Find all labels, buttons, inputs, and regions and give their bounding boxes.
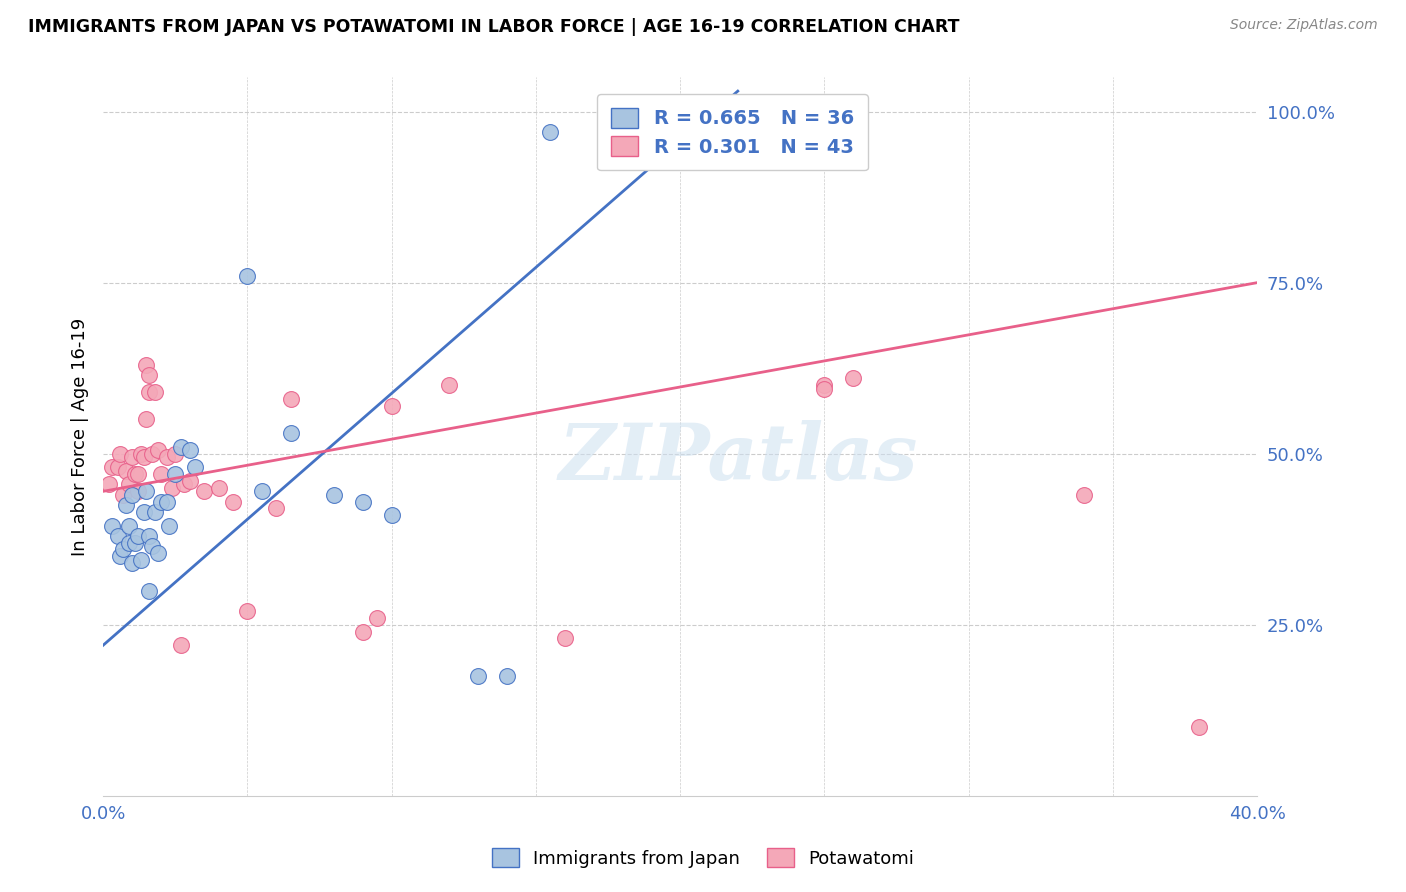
Point bbox=[112, 542, 135, 557]
Point bbox=[138, 385, 160, 400]
Point bbox=[135, 412, 157, 426]
Point bbox=[101, 460, 124, 475]
Point bbox=[222, 494, 245, 508]
Point bbox=[250, 484, 273, 499]
Point bbox=[173, 477, 195, 491]
Point bbox=[118, 535, 141, 549]
Point bbox=[1073, 488, 1095, 502]
Point bbox=[141, 447, 163, 461]
Point bbox=[121, 450, 143, 464]
Point bbox=[264, 501, 287, 516]
Point bbox=[149, 467, 172, 482]
Point bbox=[146, 443, 169, 458]
Point bbox=[193, 484, 215, 499]
Point bbox=[143, 385, 166, 400]
Point bbox=[280, 392, 302, 406]
Point bbox=[1188, 720, 1211, 734]
Point bbox=[155, 494, 177, 508]
Point bbox=[143, 505, 166, 519]
Point bbox=[813, 382, 835, 396]
Point bbox=[496, 669, 519, 683]
Point bbox=[135, 358, 157, 372]
Point bbox=[711, 115, 734, 129]
Point bbox=[813, 378, 835, 392]
Point bbox=[129, 553, 152, 567]
Point bbox=[179, 443, 201, 458]
Point bbox=[280, 426, 302, 441]
Point bbox=[352, 624, 374, 639]
Point bbox=[135, 484, 157, 499]
Point bbox=[97, 477, 120, 491]
Text: Source: ZipAtlas.com: Source: ZipAtlas.com bbox=[1230, 18, 1378, 32]
Y-axis label: In Labor Force | Age 16-19: In Labor Force | Age 16-19 bbox=[72, 318, 89, 556]
Point bbox=[236, 268, 259, 283]
Point bbox=[107, 529, 129, 543]
Point bbox=[842, 371, 865, 385]
Text: ZIPatlas: ZIPatlas bbox=[558, 420, 918, 497]
Point bbox=[112, 488, 135, 502]
Point bbox=[115, 464, 138, 478]
Point bbox=[118, 477, 141, 491]
Point bbox=[366, 611, 388, 625]
Point bbox=[110, 549, 132, 564]
Legend: Immigrants from Japan, Potawatomi: Immigrants from Japan, Potawatomi bbox=[481, 838, 925, 879]
Point bbox=[162, 481, 184, 495]
Point bbox=[138, 368, 160, 382]
Point bbox=[107, 460, 129, 475]
Point bbox=[138, 583, 160, 598]
Point bbox=[138, 529, 160, 543]
Point bbox=[127, 529, 149, 543]
Point bbox=[124, 535, 146, 549]
Point bbox=[121, 488, 143, 502]
Point bbox=[101, 518, 124, 533]
Point bbox=[381, 399, 404, 413]
Point bbox=[381, 508, 404, 523]
Point bbox=[132, 505, 155, 519]
Text: IMMIGRANTS FROM JAPAN VS POTAWATOMI IN LABOR FORCE | AGE 16-19 CORRELATION CHART: IMMIGRANTS FROM JAPAN VS POTAWATOMI IN L… bbox=[28, 18, 960, 36]
Point bbox=[467, 669, 489, 683]
Point bbox=[184, 460, 207, 475]
Point bbox=[236, 604, 259, 618]
Point bbox=[132, 450, 155, 464]
Point bbox=[115, 498, 138, 512]
Point bbox=[149, 494, 172, 508]
Point bbox=[554, 632, 576, 646]
Point bbox=[155, 450, 177, 464]
Point bbox=[170, 638, 193, 652]
Point bbox=[538, 125, 561, 139]
Point bbox=[352, 494, 374, 508]
Point bbox=[124, 467, 146, 482]
Point bbox=[127, 467, 149, 482]
Point bbox=[322, 488, 344, 502]
Legend: R = 0.665   N = 36, R = 0.301   N = 43: R = 0.665 N = 36, R = 0.301 N = 43 bbox=[598, 95, 868, 170]
Point bbox=[179, 474, 201, 488]
Point bbox=[129, 447, 152, 461]
Point bbox=[118, 518, 141, 533]
Point bbox=[439, 378, 461, 392]
Point bbox=[110, 447, 132, 461]
Point bbox=[146, 546, 169, 560]
Point bbox=[165, 467, 187, 482]
Point bbox=[159, 518, 181, 533]
Point bbox=[170, 440, 193, 454]
Point bbox=[165, 447, 187, 461]
Point bbox=[121, 556, 143, 570]
Point bbox=[127, 484, 149, 499]
Point bbox=[207, 481, 229, 495]
Point bbox=[141, 539, 163, 553]
